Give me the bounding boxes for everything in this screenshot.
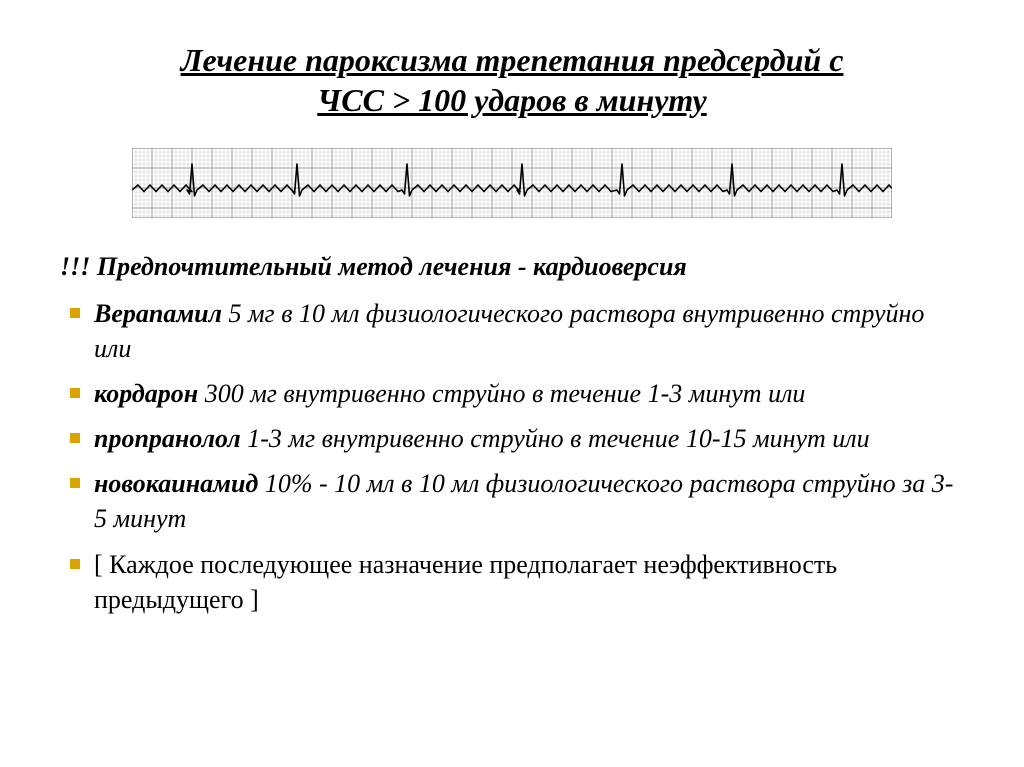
drug-name: новокаинамид [94, 469, 258, 498]
list-item: новокаинамид 10% - 10 мл в 10 мл физиоло… [60, 466, 964, 536]
page-title: Лечение пароксизма трепетания предсердий… [60, 40, 964, 120]
preferred-method-line: !!! Предпочтительный метод лечения - кар… [60, 252, 964, 282]
list-item: пропранолол 1-3 мг внутривенно струйно в… [60, 421, 964, 456]
ecg-strip [60, 148, 964, 218]
list-item-text: 1-3 мг внутривенно струйно в течение 10-… [241, 424, 870, 453]
drug-name: Верапамил [94, 299, 222, 328]
list-item: [ Каждое последующее назначение предпола… [60, 547, 964, 617]
drug-name: кордарон [94, 379, 198, 408]
title-line-2: ЧСС > 100 ударов в минуту [317, 82, 706, 118]
drug-name: пропранолол [94, 424, 241, 453]
title-line-1: Лечение пароксизма трепетания предсердий… [181, 42, 844, 78]
bullet-list: Верапамил 5 мг в 10 мл физиологического … [60, 296, 964, 617]
list-item-text: [ Каждое последующее назначение предпола… [94, 550, 837, 614]
slide: Лечение пароксизма трепетания предсердий… [0, 0, 1024, 767]
list-item: кордарон 300 мг внутривенно струйно в те… [60, 376, 964, 411]
list-item: Верапамил 5 мг в 10 мл физиологического … [60, 296, 964, 366]
list-item-text: 300 мг внутривенно струйно в течение 1-3… [198, 379, 805, 408]
ecg-image [132, 148, 892, 218]
